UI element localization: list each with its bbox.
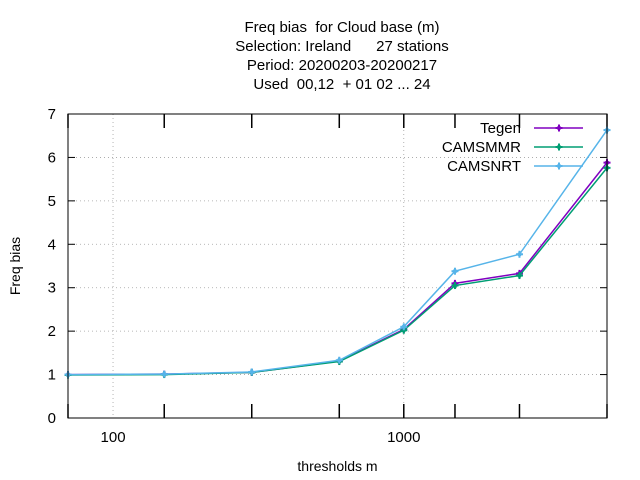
plot-frame (67, 113, 608, 419)
series-tegen (64, 159, 611, 379)
legend-marker-tegen (555, 124, 563, 132)
series-line-camsmmr (67, 167, 608, 376)
series-line-camsnrt (67, 129, 608, 376)
title-line: Period: 20200203-20200217 (247, 57, 437, 74)
title-line: Used 00,12 + 01 02 ... 24 (253, 76, 430, 93)
y-tick-label: 5 (48, 193, 56, 210)
chart-title: Freq bias for Cloud base (m) Selection: I… (235, 19, 448, 93)
plot-area (64, 126, 611, 379)
data-point-camsnrt (400, 323, 408, 331)
y-tick-label: 0 (48, 410, 56, 427)
y-axis-label: Freq bias (7, 237, 23, 295)
x-axis-label: thresholds m (297, 458, 377, 474)
data-point-camsnrt (248, 368, 256, 376)
legend-label-tegen: Tegen (480, 120, 521, 137)
legend-label-camsmmr: CAMSMMR (442, 139, 521, 156)
data-point-camsmmr (451, 282, 459, 290)
y-tick-label: 2 (48, 323, 56, 340)
grid (68, 114, 607, 418)
title-line: Selection: Ireland 27 stations (235, 38, 448, 55)
data-point-camsmmr (515, 272, 523, 280)
axis-ticks: 0 1 2 3 4 5 6 7 100 1000 (48, 106, 608, 446)
data-point-camsnrt (451, 267, 459, 275)
legend-marker-camsmmr (555, 143, 563, 151)
series-camsnrt (64, 126, 611, 379)
data-point-camsnrt (515, 250, 523, 258)
x-tick-label: 100 (101, 429, 126, 446)
y-tick-label: 6 (48, 149, 56, 166)
x-tick-label: 1000 (387, 429, 420, 446)
title-line: Freq bias for Cloud base (m) (244, 19, 439, 36)
data-point-camsnrt (335, 356, 343, 364)
y-tick-label: 1 (48, 367, 56, 384)
legend-label-camsnrt: CAMSNRT (447, 158, 521, 175)
y-tick-label: 7 (48, 106, 56, 123)
legend: Tegen CAMSMMR CAMSNRT (442, 120, 583, 175)
series-camsmmr (64, 164, 611, 379)
data-point-camsnrt (160, 370, 168, 378)
legend-marker-camsnrt (555, 162, 563, 170)
y-tick-label: 4 (48, 236, 56, 253)
y-tick-label: 3 (48, 280, 56, 297)
series-line-tegen (67, 162, 608, 376)
